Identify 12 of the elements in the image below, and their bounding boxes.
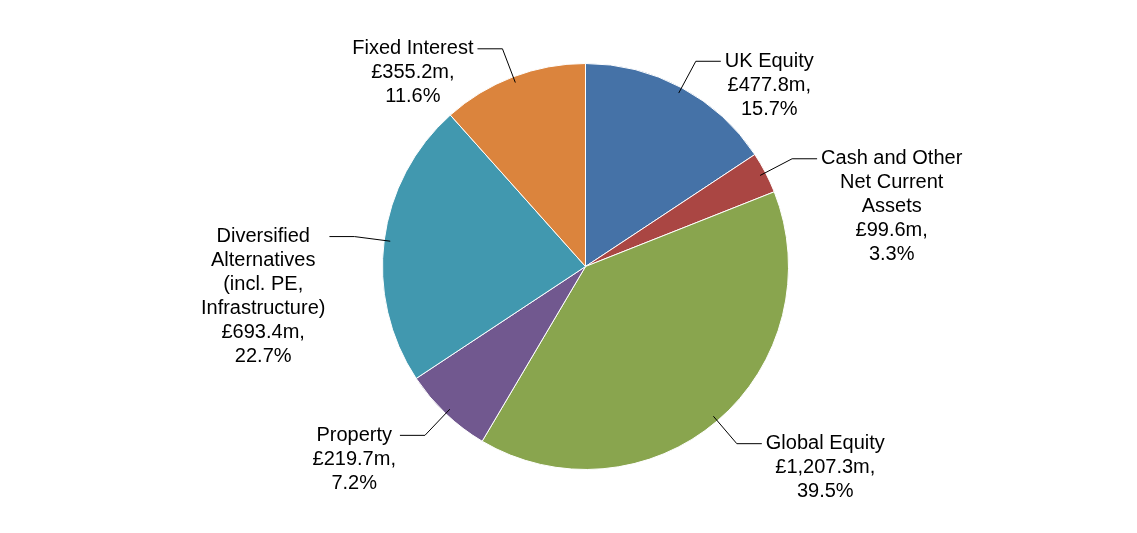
slice-label: UK Equity [724, 48, 814, 71]
data-label: £477.8m, 15.7% [727, 72, 811, 119]
slice-label: Property [316, 422, 393, 445]
data-label: £355.2m, 11.6% [371, 60, 455, 107]
slice-label: Cash and Other Net Current Assets [821, 146, 963, 217]
slice-label: Diversified Alternatives (incl. PE, Infrastructure) [200, 224, 326, 319]
slice-label: Global Equity [765, 431, 885, 454]
data-label: £1,207.3m, 39.5% [775, 455, 876, 502]
slice-label: Fixed Interest [352, 36, 474, 59]
data-label: £99.6m, 3.3% [855, 218, 928, 265]
data-label: £693.4m, 22.7% [221, 320, 305, 367]
data-label: £219.7m, 7.2% [312, 446, 396, 493]
